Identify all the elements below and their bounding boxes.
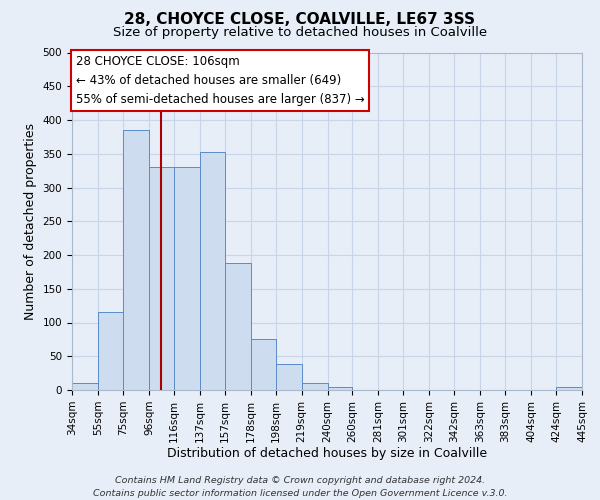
Bar — [328, 386, 352, 390]
X-axis label: Distribution of detached houses by size in Coalville: Distribution of detached houses by size … — [167, 448, 487, 460]
Bar — [123, 130, 149, 390]
Bar — [556, 386, 582, 390]
Bar — [275, 364, 302, 390]
Text: Size of property relative to detached houses in Coalville: Size of property relative to detached ho… — [113, 26, 487, 39]
Bar — [72, 383, 98, 390]
Bar — [174, 167, 200, 390]
Text: 28, CHOYCE CLOSE, COALVILLE, LE67 3SS: 28, CHOYCE CLOSE, COALVILLE, LE67 3SS — [125, 12, 476, 28]
Bar — [224, 263, 251, 390]
Y-axis label: Number of detached properties: Number of detached properties — [24, 122, 37, 320]
Text: 28 CHOYCE CLOSE: 106sqm
← 43% of detached houses are smaller (649)
55% of semi-d: 28 CHOYCE CLOSE: 106sqm ← 43% of detache… — [76, 55, 364, 106]
Bar — [302, 383, 328, 390]
Bar — [200, 152, 224, 390]
Text: Contains HM Land Registry data © Crown copyright and database right 2024.
Contai: Contains HM Land Registry data © Crown c… — [93, 476, 507, 498]
Bar — [98, 312, 123, 390]
Bar — [149, 167, 174, 390]
Bar — [251, 340, 275, 390]
